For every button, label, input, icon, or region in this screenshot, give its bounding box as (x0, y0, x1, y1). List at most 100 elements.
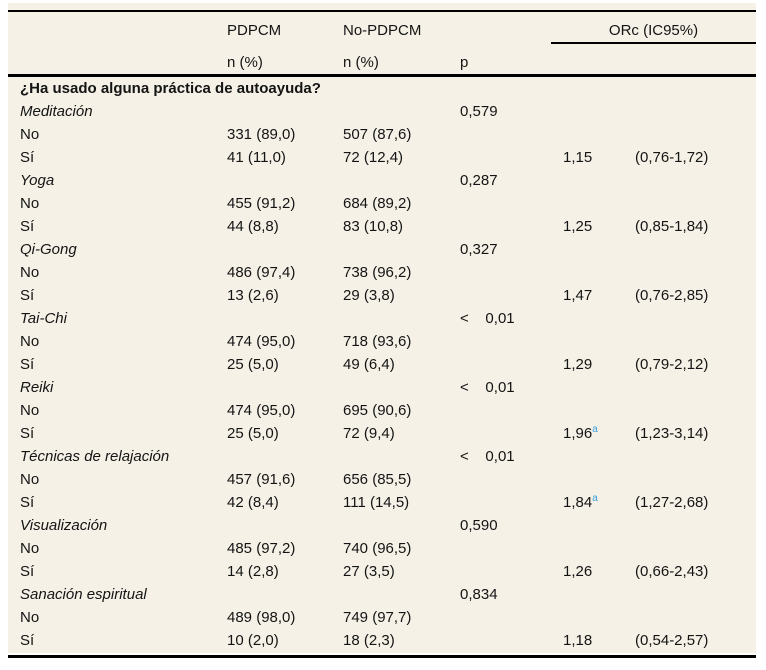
row-label: Reiki (20, 379, 54, 396)
no-pdpcm-value: 72 (12,4) (343, 149, 404, 166)
table-row: Sí 41 (11,0) 72 (12,4) 1,15 (0,76-1,72) (8, 146, 756, 169)
section-header-row: ¿Ha usado alguna práctica de autoayuda? (8, 77, 756, 100)
row-label: Meditación (20, 103, 93, 120)
no-pdpcm-value: 507 (87,6) (343, 126, 412, 143)
pdpcm-value: 10 (2,0) (227, 632, 279, 649)
row-label: Qi-Gong (20, 241, 77, 258)
table-row: Sí 44 (8,8) 83 (10,8) 1,25 (0,85-1,84) (8, 215, 756, 238)
or-value: 1,18 (563, 632, 593, 649)
table-row: No 455 (91,2) 684 (89,2) (8, 192, 756, 215)
or-value: 1,26 (563, 563, 593, 580)
or-value: 1,47 (563, 287, 593, 304)
pdpcm-value: 474 (95,0) (227, 333, 296, 350)
orc-span-rule (551, 42, 756, 44)
no-pdpcm-value: 718 (93,6) (343, 333, 412, 350)
pdpcm-value: 41 (11,0) (227, 149, 286, 166)
table-row: No 486 (97,4) 738 (96,2) (8, 261, 756, 284)
practice-row: Sanación espiritual 0,834 (8, 583, 756, 606)
subheader-p: p (460, 54, 469, 71)
pdpcm-value: 331 (89,0) (227, 126, 296, 143)
or-value: 1,15 (563, 149, 593, 166)
table-row: No 331 (89,0) 507 (87,6) (8, 123, 756, 146)
table-bottom-rule (8, 655, 756, 658)
p-value: 0,834 (460, 586, 498, 603)
table-row: Sí 42 (8,4) 111 (14,5) 1,84a (1,27-2,68) (8, 491, 756, 514)
row-label: Técnicas de relajación (20, 448, 170, 465)
table-row: Sí 14 (2,8) 27 (3,5) 1,26 (0,66-2,43) (8, 560, 756, 583)
table-row: Sí 25 (5,0) 72 (9,4) 1,96a (1,23-3,14) (8, 422, 756, 445)
pdpcm-value: 44 (8,8) (227, 218, 279, 235)
or-value: 1,25 (563, 218, 593, 235)
p-value: 0,590 (460, 517, 498, 534)
p-value: < 0,01 (460, 310, 515, 327)
pdpcm-value: 455 (91,2) (227, 195, 296, 212)
ci-value: (0,85-1,84) (635, 218, 709, 235)
or-value: 1,96a (563, 424, 598, 442)
row-label: No (20, 333, 40, 350)
no-pdpcm-value: 27 (3,5) (343, 563, 395, 580)
p-value: < 0,01 (460, 448, 515, 465)
table-row: Sí 25 (5,0) 49 (6,4) 1,29 (0,79-2,12) (8, 353, 756, 376)
or-value: 1,84a (563, 493, 598, 511)
practice-row: Meditación 0,579 (8, 100, 756, 123)
table-top-rule (8, 10, 756, 12)
no-pdpcm-value: 695 (90,6) (343, 402, 412, 419)
row-label: No (20, 195, 40, 212)
p-value: 0,287 (460, 172, 498, 189)
header-bottom-rule (8, 74, 756, 77)
practice-row: Qi-Gong 0,327 (8, 238, 756, 261)
pdpcm-value: 474 (95,0) (227, 402, 296, 419)
column-header-no-pdpcm: No-PDPCM (343, 22, 422, 39)
no-pdpcm-value: 29 (3,8) (343, 287, 395, 304)
row-label: No (20, 540, 40, 557)
ci-value: (0,76-1,72) (635, 149, 709, 166)
no-pdpcm-value: 740 (96,5) (343, 540, 412, 557)
ci-value: (1,27-2,68) (635, 494, 709, 511)
row-label: No (20, 402, 40, 419)
row-label: Visualización (20, 517, 108, 534)
row-label: Tai-Chi (20, 310, 67, 327)
table-body: ¿Ha usado alguna práctica de autoayuda? M… (8, 77, 756, 652)
no-pdpcm-value: 656 (85,5) (343, 471, 412, 488)
significance-note-a: a (592, 493, 598, 504)
row-label: Sí (20, 425, 35, 442)
ci-value: (1,23-3,14) (635, 425, 709, 442)
row-label: Sí (20, 563, 35, 580)
no-pdpcm-value: 111 (14,5) (343, 494, 410, 511)
pdpcm-value: 13 (2,6) (227, 287, 279, 304)
row-label: Sí (20, 149, 35, 166)
no-pdpcm-value: 49 (6,4) (343, 356, 395, 373)
ci-value: (0,66-2,43) (635, 563, 709, 580)
row-label: Sí (20, 218, 35, 235)
row-label: Sí (20, 494, 35, 511)
table-row: Sí 10 (2,0) 18 (2,3) 1,18 (0,54-2,57) (8, 629, 756, 652)
p-value: 0,579 (460, 103, 498, 120)
no-pdpcm-value: 18 (2,3) (343, 632, 395, 649)
pdpcm-value: 25 (5,0) (227, 425, 279, 442)
no-pdpcm-value: 749 (97,7) (343, 609, 412, 626)
no-pdpcm-value: 738 (96,2) (343, 264, 412, 281)
practice-row: Técnicas de relajación < 0,01 (8, 445, 756, 468)
row-label: No (20, 264, 40, 281)
table-row: No 474 (95,0) 718 (93,6) (8, 330, 756, 353)
table-row: No 474 (95,0) 695 (90,6) (8, 399, 756, 422)
subheader-n-pct-pdpcm: n (%) (227, 54, 263, 71)
p-value: < 0,01 (460, 379, 515, 396)
row-label: Sí (20, 356, 35, 373)
pdpcm-value: 14 (2,8) (227, 563, 279, 580)
row-label: No (20, 609, 40, 626)
practice-row: Tai-Chi < 0,01 (8, 307, 756, 330)
pdpcm-value: 485 (97,2) (227, 540, 296, 557)
pdpcm-value: 457 (91,6) (227, 471, 296, 488)
table-row: No 485 (97,2) 740 (96,5) (8, 537, 756, 560)
results-table-panel: PDPCM No-PDPCM ORc (IC95%) n (%) n (%) p… (8, 3, 756, 658)
no-pdpcm-value: 684 (89,2) (343, 195, 412, 212)
practice-row: Yoga 0,287 (8, 169, 756, 192)
p-value: 0,327 (460, 241, 498, 258)
pdpcm-value: 489 (98,0) (227, 609, 296, 626)
row-label: No (20, 471, 40, 488)
column-header-orc-ic95: ORc (IC95%) (608, 22, 699, 39)
significance-note-a: a (592, 424, 598, 435)
practice-row: Reiki < 0,01 (8, 376, 756, 399)
